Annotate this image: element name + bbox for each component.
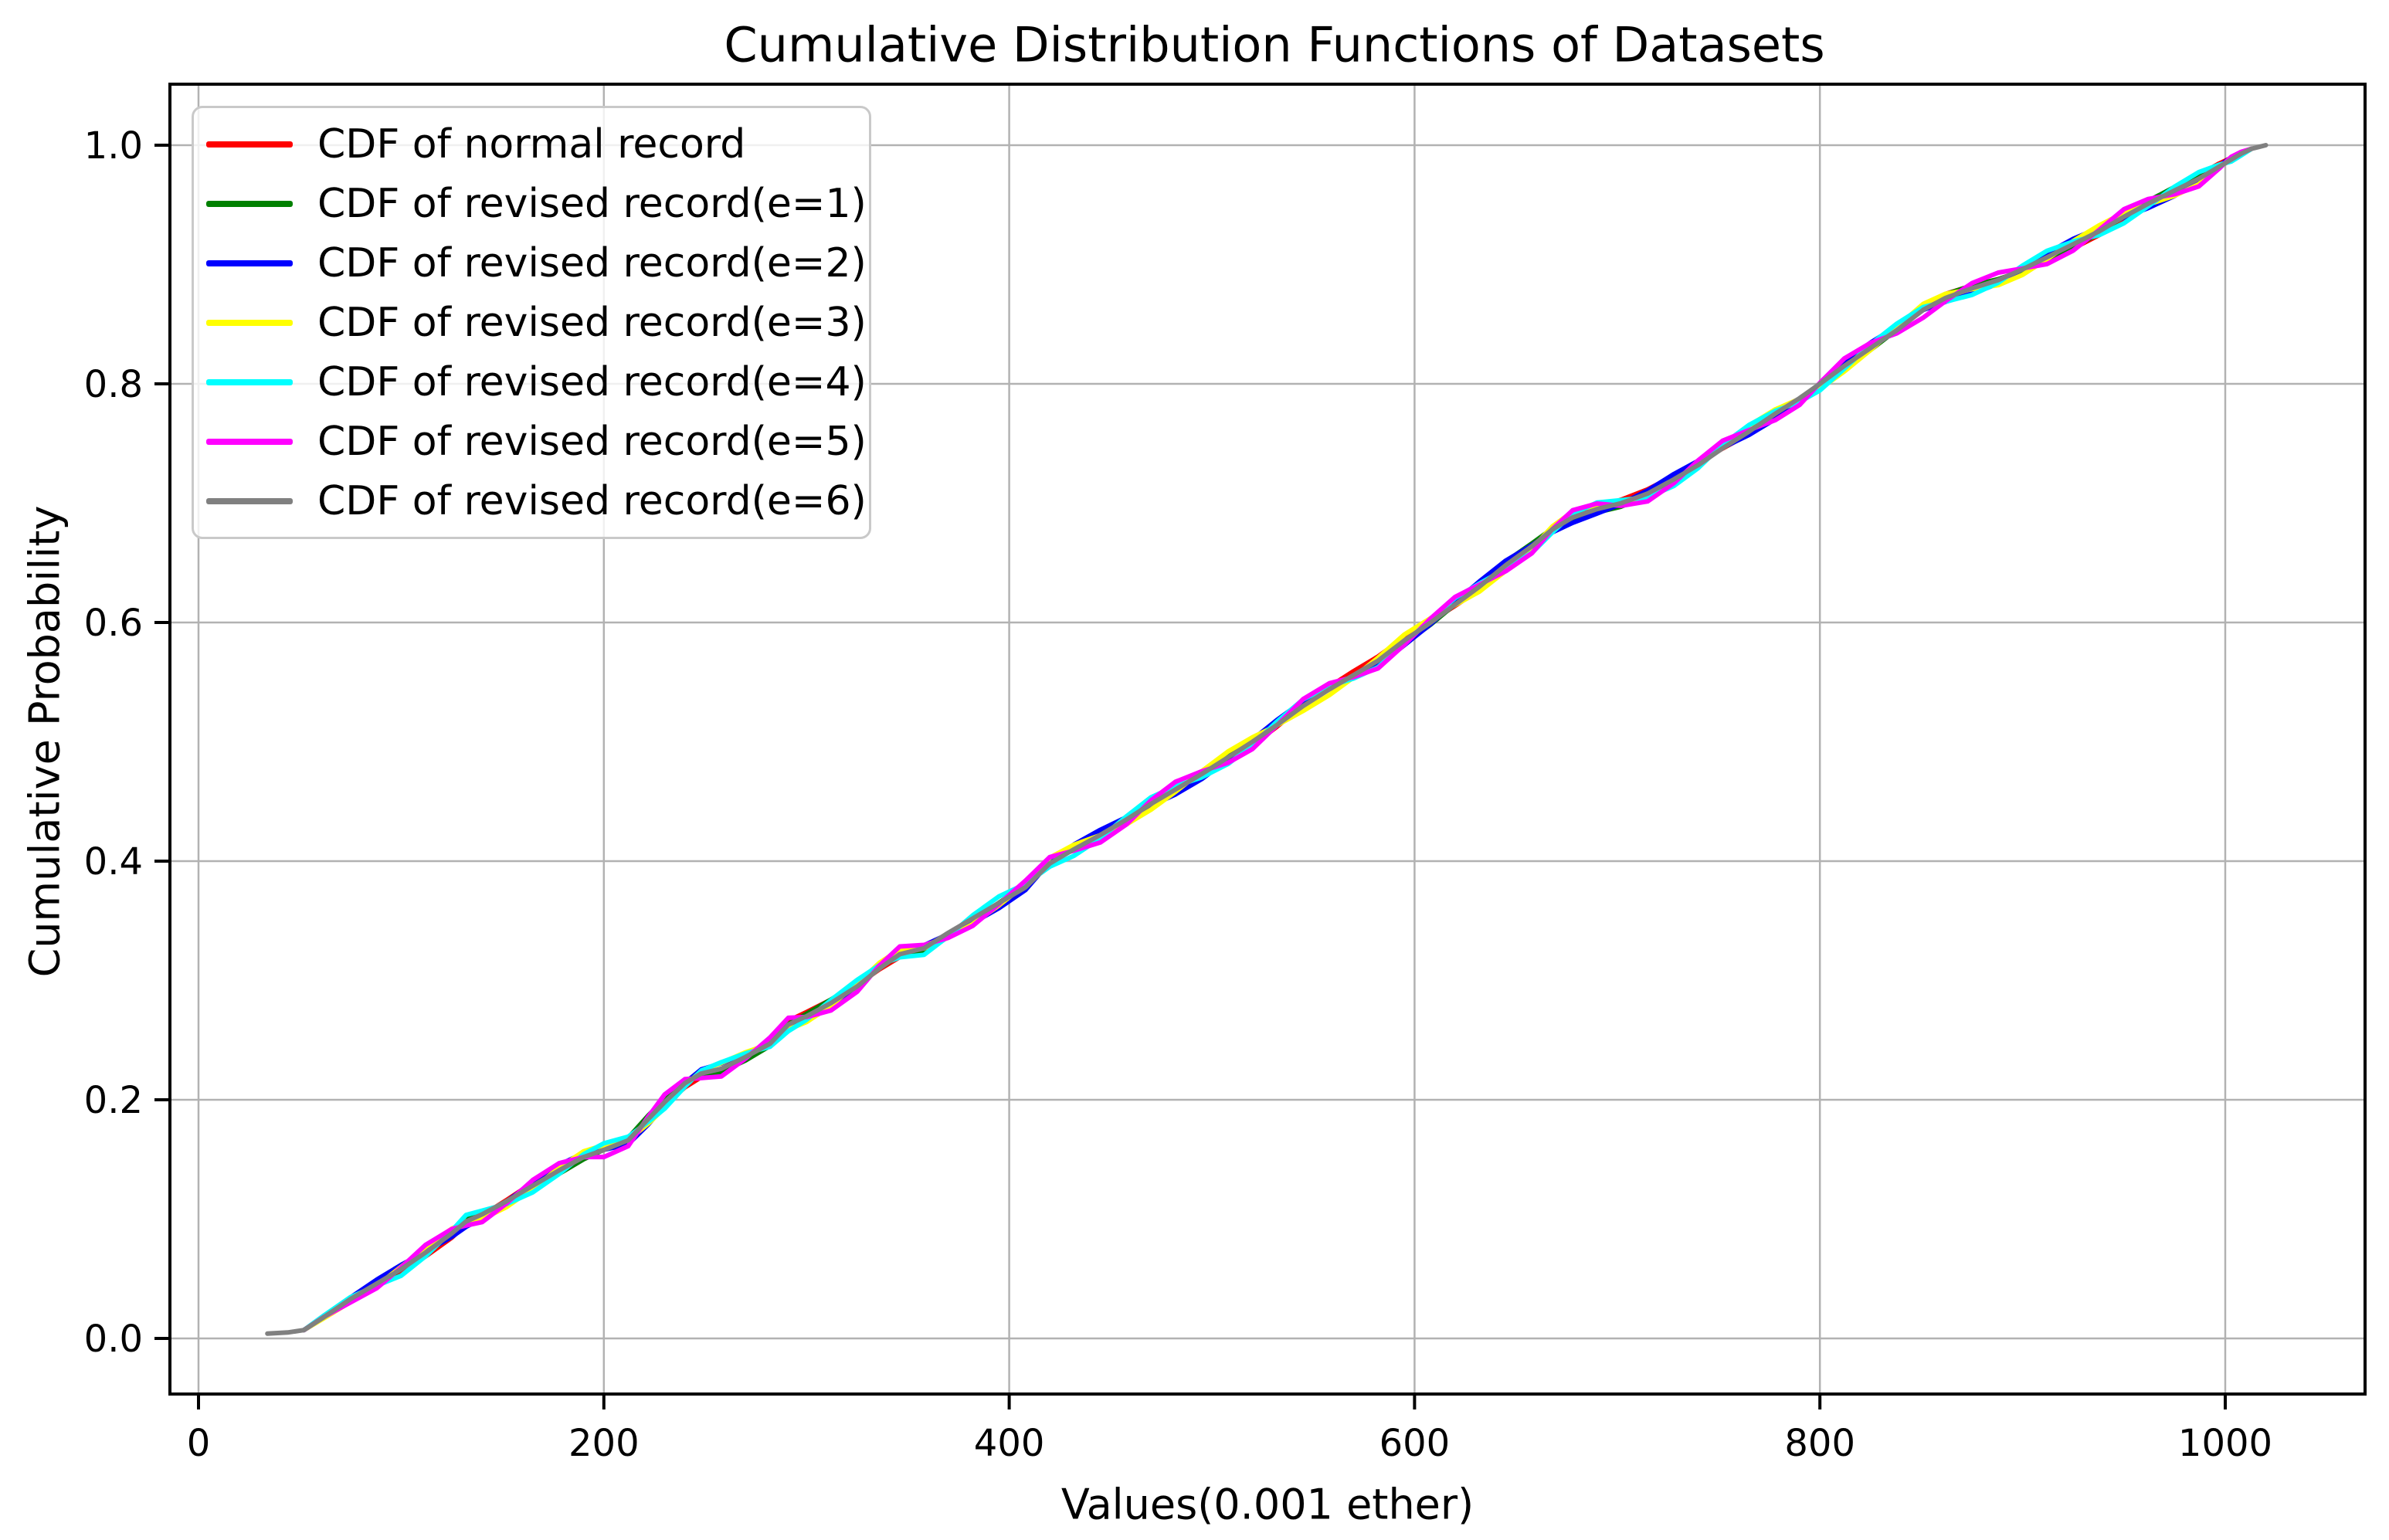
chart-title: Cumulative Distribution Functions of Dat… (724, 16, 1825, 73)
y-tick-label: 0.4 (84, 840, 143, 884)
x-tick-label: 0 (187, 1422, 211, 1465)
legend-line-swatch (206, 259, 293, 266)
legend-label: CDF of revised record(e=1) (317, 180, 867, 227)
legend-label: CDF of normal record (317, 120, 746, 168)
legend-item: CDF of revised record(e=1) (206, 174, 869, 233)
x-tick-label: 1000 (2178, 1422, 2272, 1465)
legend-label: CDF of revised record(e=5) (317, 418, 867, 465)
x-tick-label: 800 (1784, 1422, 1855, 1465)
x-tick-label: 200 (568, 1422, 640, 1465)
legend-label: CDF of revised record(e=2) (317, 239, 867, 287)
y-tick-label: 0.0 (84, 1318, 143, 1361)
legend-line-swatch (206, 200, 293, 207)
x-axis-label: Values(0.001 ether) (1060, 1480, 1474, 1529)
legend: CDF of normal record CDF of revised reco… (192, 106, 871, 539)
x-tick-label: 400 (974, 1422, 1045, 1465)
legend-line-swatch (206, 141, 293, 148)
legend-label: CDF of revised record(e=3) (317, 299, 867, 346)
y-axis-label: Cumulative Probability (20, 505, 70, 978)
x-tick-label: 600 (1379, 1422, 1451, 1465)
legend-item: CDF of revised record(e=5) (206, 412, 869, 471)
y-tick-label: 1.0 (84, 124, 143, 168)
y-tick-label: 0.6 (84, 602, 143, 645)
legend-item: CDF of revised record(e=6) (206, 471, 869, 531)
legend-item: CDF of revised record(e=2) (206, 233, 869, 293)
legend-line-swatch (206, 497, 293, 504)
cdf-line (265, 143, 2269, 1336)
y-tick-label: 0.2 (84, 1079, 143, 1122)
legend-item: CDF of revised record(e=4) (206, 352, 869, 412)
legend-line-swatch (206, 319, 293, 326)
legend-label: CDF of revised record(e=6) (317, 477, 867, 524)
legend-label: CDF of revised record(e=4) (317, 358, 867, 405)
legend-line-swatch (206, 378, 293, 385)
legend-item: CDF of normal record (206, 114, 869, 174)
legend-item: CDF of revised record(e=3) (206, 293, 869, 352)
legend-line-swatch (206, 438, 293, 445)
plot-spines (168, 83, 2367, 1396)
y-tick-label: 0.8 (84, 363, 143, 406)
